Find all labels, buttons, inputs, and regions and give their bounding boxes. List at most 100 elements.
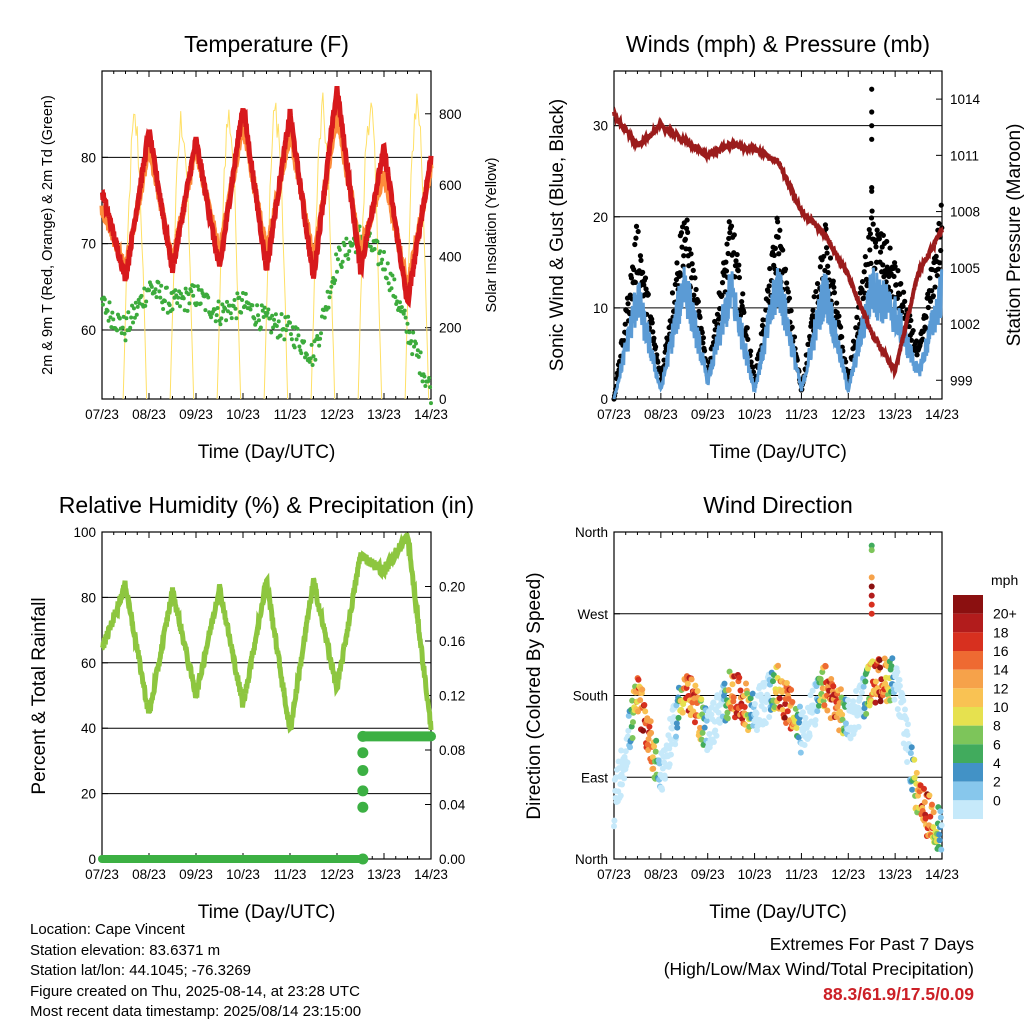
colorbar-label: 4 — [993, 755, 1001, 771]
precip-point — [357, 853, 369, 865]
y2-tick-label: 1014 — [950, 92, 981, 107]
gust-point — [701, 348, 708, 354]
gust-point — [737, 312, 744, 319]
direction-point — [781, 714, 788, 721]
direction-point — [903, 716, 910, 723]
direction-point — [769, 678, 776, 685]
dewpoint-point — [329, 284, 334, 289]
gust-point — [748, 348, 754, 354]
direction-point — [691, 719, 698, 726]
direction-point — [667, 736, 674, 743]
dewpoint-point — [304, 352, 309, 357]
dewpoint-point — [282, 337, 287, 342]
gust-point — [933, 253, 939, 259]
dewpoint-point — [272, 317, 277, 322]
direction-point — [899, 691, 906, 698]
colorbar-swatch — [953, 763, 983, 782]
dewpoint-point — [128, 325, 133, 330]
precip-point — [357, 747, 369, 759]
gust-point — [655, 359, 661, 365]
colorbar-swatch — [953, 744, 983, 763]
gust-point — [725, 250, 731, 257]
gust-point — [736, 262, 742, 268]
solar-series-line — [122, 92, 430, 400]
x-tick-label: 09/23 — [179, 867, 213, 882]
dewpoint-point — [252, 316, 257, 321]
gust-point — [938, 247, 944, 254]
panel-title: Temperature (F) — [184, 31, 349, 57]
gust-point — [914, 352, 920, 358]
y-tick-label: North — [575, 525, 608, 540]
colorbar-label: 10 — [993, 699, 1009, 715]
dewpoint-point — [411, 330, 416, 335]
gust-point — [789, 324, 795, 330]
gust-point — [884, 238, 890, 245]
x-tick-label: 09/23 — [691, 407, 725, 422]
gust-point — [775, 234, 781, 240]
gust-point — [876, 236, 882, 242]
dewpoint-point — [143, 303, 148, 308]
x-tick-label: 14/23 — [925, 407, 959, 422]
dewpoint-point — [189, 289, 194, 294]
gust-point — [927, 275, 933, 281]
direction-point — [809, 687, 816, 694]
latlon-text: Station lat/lon: 44.1045; -76.3269 — [30, 962, 252, 979]
gust-point — [723, 259, 729, 265]
direction-point — [666, 761, 673, 768]
gust-point — [726, 235, 732, 242]
gust-point — [862, 254, 868, 260]
x-tick-label: 10/23 — [738, 867, 772, 882]
gust-point — [825, 269, 831, 276]
y-tick-label: 80 — [81, 590, 96, 605]
colorbar-label: 2 — [993, 774, 1001, 790]
dewpoint-point — [139, 293, 144, 298]
dewpoint-point — [286, 314, 291, 319]
dewpoint-point — [144, 299, 149, 304]
dewpoint-point — [135, 304, 140, 309]
gust-point — [780, 247, 786, 253]
dewpoint-point — [378, 249, 383, 254]
dewpoint-point — [386, 281, 391, 286]
direction-point — [937, 808, 944, 815]
dewpoint-point — [427, 376, 432, 381]
x-axis-label: Time (Day/UTC) — [709, 442, 847, 463]
direction-point — [766, 714, 773, 721]
pressure-series-line — [612, 106, 944, 381]
dewpoint-point — [255, 303, 260, 308]
direction-point — [762, 720, 769, 727]
direction-point — [876, 657, 883, 664]
dewpoint-point — [227, 303, 232, 308]
direction-point — [724, 709, 731, 716]
gust-point — [843, 359, 849, 365]
gust-point — [631, 266, 637, 273]
direction-point — [784, 708, 791, 715]
dewpoint-point — [218, 322, 223, 327]
direction-point — [837, 686, 844, 693]
x-tick-label: 09/23 — [691, 867, 725, 882]
x-tick-label: 08/23 — [644, 407, 678, 422]
gust-point — [678, 230, 685, 236]
dewpoint-point — [271, 325, 276, 330]
gust-point — [895, 268, 901, 274]
dewpoint-point — [337, 247, 342, 252]
gust-point — [690, 267, 696, 273]
direction-point — [845, 697, 852, 704]
direction-point — [653, 737, 660, 744]
direction-point — [877, 664, 884, 671]
direction-point — [904, 731, 911, 738]
direction-point — [698, 696, 705, 703]
direction-point — [639, 686, 646, 693]
direction-point — [807, 692, 814, 699]
gust-point — [689, 261, 695, 267]
dewpoint-point — [350, 241, 355, 246]
direction-point — [646, 723, 653, 730]
direction-point — [927, 813, 934, 820]
dewpoint-point — [315, 334, 320, 339]
dewpoint-point — [216, 299, 221, 304]
colorbar-label: 18 — [993, 624, 1009, 640]
dewpoint-point — [313, 357, 318, 362]
direction-point — [706, 730, 713, 737]
y-tick-label: 70 — [81, 237, 96, 252]
y2-tick-label: 0.12 — [439, 689, 465, 704]
colorbar-swatch — [953, 613, 983, 633]
